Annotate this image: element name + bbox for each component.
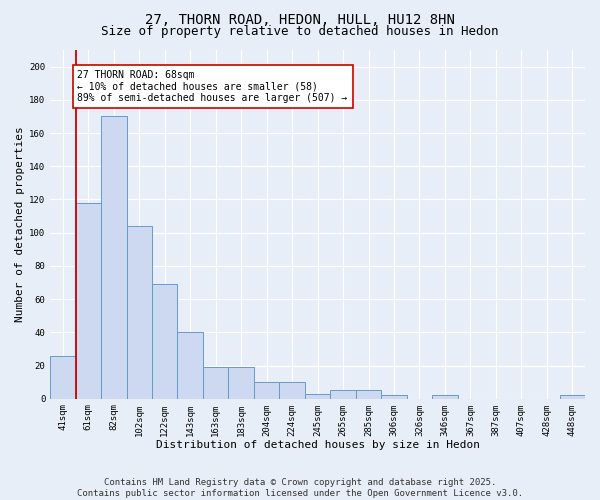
Y-axis label: Number of detached properties: Number of detached properties [15, 126, 25, 322]
Bar [432, 396, 458, 398]
Text: Size of property relative to detached houses in Hedon: Size of property relative to detached ho… [101, 25, 499, 38]
X-axis label: Distribution of detached houses by size in Hedon: Distribution of detached houses by size … [155, 440, 479, 450]
Text: 27 THORN ROAD: 68sqm
← 10% of detached houses are smaller (58)
89% of semi-detac: 27 THORN ROAD: 68sqm ← 10% of detached h… [77, 70, 347, 103]
Bar [203, 367, 229, 398]
Bar [127, 226, 152, 398]
Bar [76, 203, 101, 398]
Bar [152, 284, 178, 399]
Bar [101, 116, 127, 398]
Bar [305, 394, 331, 398]
Bar [229, 367, 254, 398]
Bar [280, 382, 305, 398]
Bar [50, 356, 76, 399]
Bar [560, 396, 585, 398]
Text: 27, THORN ROAD, HEDON, HULL, HU12 8HN: 27, THORN ROAD, HEDON, HULL, HU12 8HN [145, 12, 455, 26]
Bar [178, 332, 203, 398]
Bar [381, 396, 407, 398]
Bar [356, 390, 381, 398]
Bar [254, 382, 280, 398]
Text: Contains HM Land Registry data © Crown copyright and database right 2025.
Contai: Contains HM Land Registry data © Crown c… [77, 478, 523, 498]
Bar [331, 390, 356, 398]
